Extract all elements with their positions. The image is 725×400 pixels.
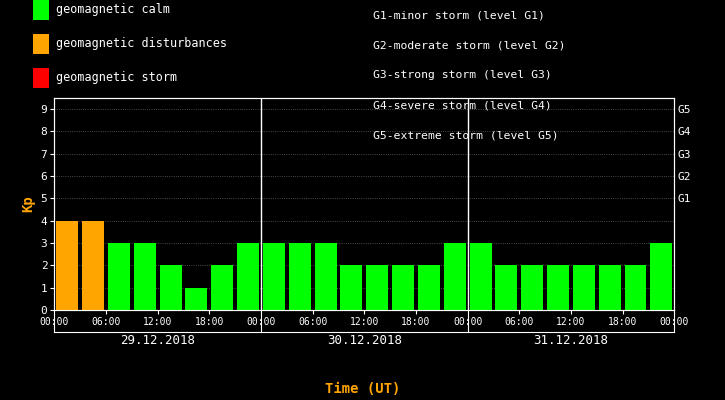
Bar	[315, 243, 336, 310]
Bar	[392, 265, 414, 310]
Text: 30.12.2018: 30.12.2018	[327, 334, 402, 347]
Bar	[237, 243, 259, 310]
Text: G4-severe storm (level G4): G4-severe storm (level G4)	[373, 100, 552, 110]
Bar	[547, 265, 569, 310]
Text: geomagnetic storm: geomagnetic storm	[56, 72, 177, 84]
Bar	[650, 243, 672, 310]
Bar	[134, 243, 156, 310]
Text: geomagnetic calm: geomagnetic calm	[56, 4, 170, 16]
Bar	[521, 265, 543, 310]
Bar	[470, 243, 492, 310]
Text: 31.12.2018: 31.12.2018	[534, 334, 608, 347]
Bar	[624, 265, 647, 310]
Bar	[82, 221, 104, 310]
Bar	[160, 265, 181, 310]
Bar	[263, 243, 285, 310]
Bar	[366, 265, 388, 310]
Text: G1-minor storm (level G1): G1-minor storm (level G1)	[373, 10, 545, 20]
Text: 29.12.2018: 29.12.2018	[120, 334, 195, 347]
Bar	[289, 243, 311, 310]
Bar	[341, 265, 362, 310]
Bar	[573, 265, 594, 310]
Text: G5-extreme storm (level G5): G5-extreme storm (level G5)	[373, 130, 559, 140]
Text: G3-strong storm (level G3): G3-strong storm (level G3)	[373, 70, 552, 80]
Bar	[495, 265, 518, 310]
Text: G2-moderate storm (level G2): G2-moderate storm (level G2)	[373, 40, 566, 50]
Text: geomagnetic disturbances: geomagnetic disturbances	[56, 38, 227, 50]
Bar	[599, 265, 621, 310]
Bar	[108, 243, 130, 310]
Bar	[418, 265, 440, 310]
Y-axis label: Kp: Kp	[21, 196, 35, 212]
Bar	[211, 265, 233, 310]
Text: Time (UT): Time (UT)	[325, 382, 400, 396]
Bar	[57, 221, 78, 310]
Bar	[186, 288, 207, 310]
Bar	[444, 243, 465, 310]
